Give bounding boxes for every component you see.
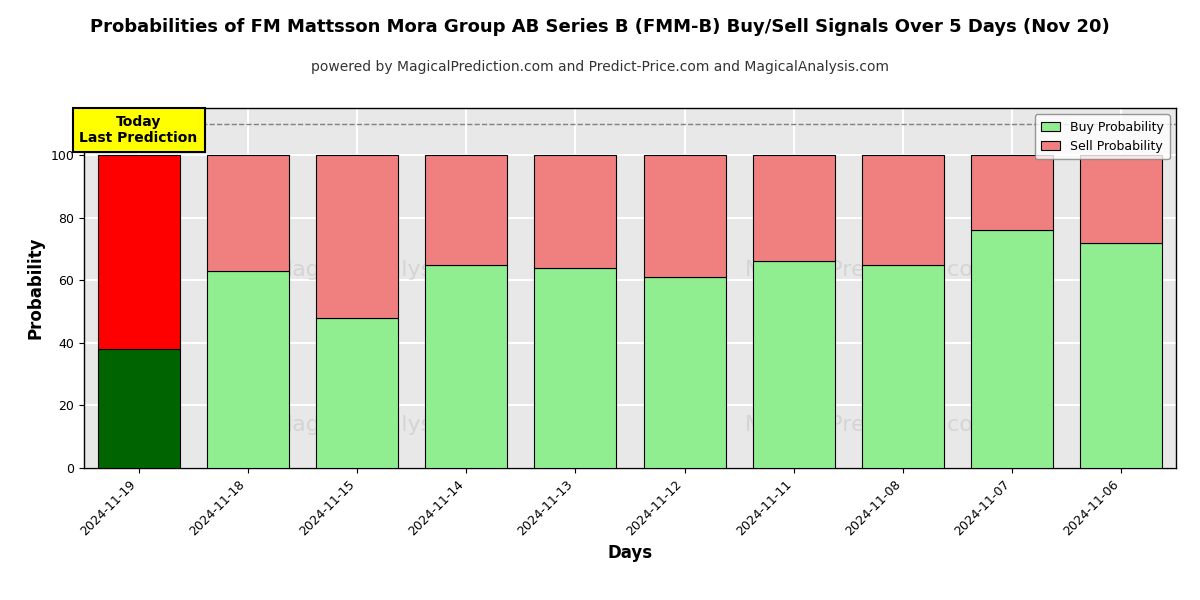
X-axis label: Days: Days <box>607 544 653 562</box>
Bar <box>206 155 289 271</box>
Bar <box>316 155 398 318</box>
Bar <box>643 155 726 277</box>
Bar <box>1080 155 1163 242</box>
Bar <box>1080 242 1163 468</box>
Bar <box>752 155 835 262</box>
Legend: Buy Probability, Sell Probability: Buy Probability, Sell Probability <box>1034 114 1170 159</box>
Text: Probabilities of FM Mattsson Mora Group AB Series B (FMM-B) Buy/Sell Signals Ove: Probabilities of FM Mattsson Mora Group … <box>90 18 1110 36</box>
Bar <box>752 262 835 468</box>
Bar <box>97 349 180 468</box>
Bar <box>206 271 289 468</box>
Bar <box>425 265 508 468</box>
Bar <box>316 318 398 468</box>
Bar <box>971 230 1054 468</box>
Text: MagicalPrediction.com: MagicalPrediction.com <box>745 415 996 435</box>
Text: powered by MagicalPrediction.com and Predict-Price.com and MagicalAnalysis.com: powered by MagicalPrediction.com and Pre… <box>311 60 889 74</box>
Bar <box>534 155 617 268</box>
Text: MagicalAnalysis.com: MagicalAnalysis.com <box>274 260 505 280</box>
Text: MagicalAnalysis.com: MagicalAnalysis.com <box>274 415 505 435</box>
Text: Today
Last Prediction: Today Last Prediction <box>79 115 198 145</box>
Y-axis label: Probability: Probability <box>26 237 44 339</box>
Bar <box>971 155 1054 230</box>
Bar <box>862 265 944 468</box>
Bar <box>862 155 944 265</box>
Bar <box>643 277 726 468</box>
Bar <box>97 155 180 349</box>
Bar <box>534 268 617 468</box>
Bar <box>425 155 508 265</box>
Text: MagicalPrediction.com: MagicalPrediction.com <box>745 260 996 280</box>
